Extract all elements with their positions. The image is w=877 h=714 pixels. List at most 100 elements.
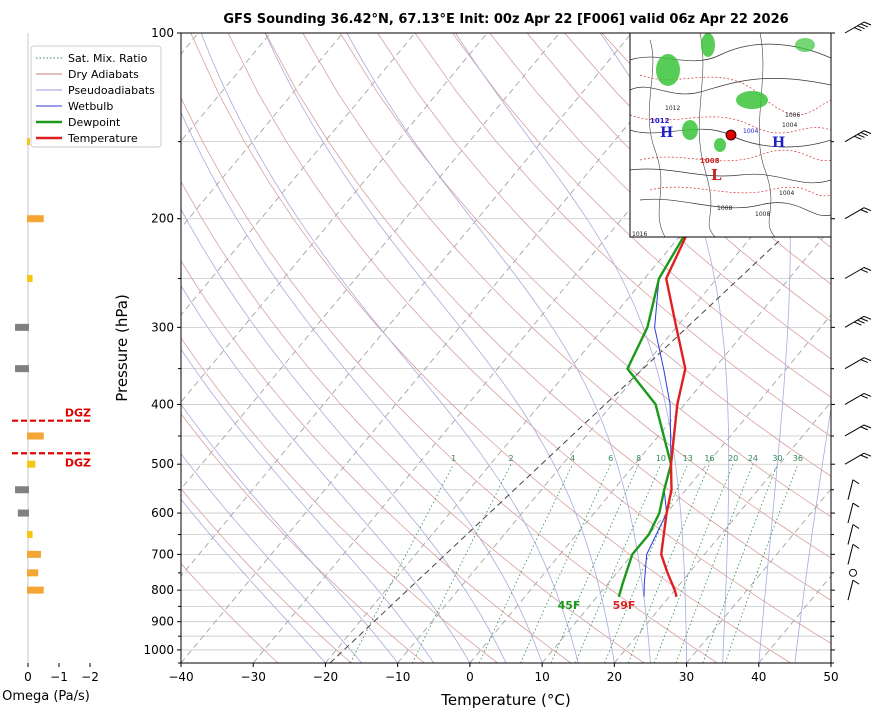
wind-barb-feather: [852, 543, 860, 549]
wind-barb: [847, 524, 860, 545]
mixing-ratio-label: 1: [451, 454, 456, 463]
omega-bar: [27, 215, 44, 223]
dry-adiabats: [181, 33, 831, 663]
wind-barb-feather: [852, 502, 860, 508]
dewpoint-surface-label: 45F: [558, 599, 581, 612]
wind-barb: [844, 21, 872, 34]
isotherm-line: [181, 33, 271, 142]
mixing-ratio-label: 24: [748, 454, 758, 463]
parcel-path-line: [329, 239, 781, 664]
omega-bar: [27, 531, 33, 539]
wind-barb-feather: [857, 133, 865, 138]
pseudoadiabat-line: [794, 405, 831, 663]
wind-barb-feather: [860, 426, 868, 431]
wind-barb-feather: [863, 357, 872, 362]
map-isobar-label: 1004: [743, 128, 758, 135]
legend: Sat. Mix. Ratio Dry Adiabats Pseudoadiabat…: [30, 45, 162, 148]
omega-bar: [27, 550, 41, 558]
wind-barb-feather: [863, 21, 872, 26]
wind-barb-feather: [860, 317, 868, 322]
omega-bar: [27, 460, 36, 468]
temperature-surface-label: 59F: [613, 599, 636, 612]
wind-barb-calm: [849, 568, 857, 577]
isotherm-line: [181, 33, 705, 663]
wind-barb-feather: [852, 524, 860, 529]
legend-label: Wetbulb: [68, 100, 113, 113]
mixing-ratio-label: 13: [683, 454, 693, 463]
wind-barb: [847, 543, 860, 565]
omega-bar: [27, 138, 30, 146]
omega-tick-label: −2: [81, 670, 99, 684]
y-tick-label: 700: [151, 547, 174, 561]
mixing-ratio-line: [675, 464, 754, 663]
wind-barb-shaft: [847, 544, 854, 565]
isotherm-line: [181, 33, 560, 490]
mixing-ratio-label: 30: [772, 454, 782, 463]
wind-barb-feather: [863, 392, 872, 397]
mixing-ratio-label: 20: [728, 454, 738, 463]
wind-barb-feather: [863, 130, 872, 135]
wind-barb-feather: [860, 268, 868, 273]
dry-adiabat-line: [181, 260, 572, 663]
pseudoadiabat-line: [181, 284, 471, 663]
mixing-ratio-line: [550, 464, 640, 663]
omega-bar: [27, 275, 33, 283]
omega-panel: DGZ DGZ: [12, 33, 91, 663]
pseudoadiabat-line: [346, 33, 651, 663]
x-tick-label: −20: [313, 670, 338, 684]
sounding-location-dot: [725, 129, 737, 141]
pseudoadiabat-line: [181, 498, 326, 663]
dry-adiabat-line: [181, 180, 645, 663]
wind-barb-shaft: [847, 580, 854, 601]
dry-adiabat-line: [452, 33, 831, 398]
map-high-label-left: H: [660, 125, 673, 141]
x-tick-label: 40: [751, 670, 766, 684]
pseudoadiabat-line: [181, 453, 362, 663]
dry-adiabat-line: [190, 33, 791, 663]
pseudoadiabat-line: [599, 33, 730, 663]
wind-barb: [844, 207, 872, 220]
wind-barb-feather: [860, 209, 868, 214]
mixing-ratio-label: 4: [570, 454, 575, 463]
wind-barb-feather: [860, 132, 868, 136]
dry-adiabat-line: [414, 33, 831, 437]
x-tick-label: 10: [534, 670, 549, 684]
y-tick-label: 400: [151, 397, 174, 411]
y-tick-label: 800: [151, 583, 174, 597]
wind-barb-feather: [857, 25, 865, 30]
map-isobar-label: 1004: [782, 122, 797, 129]
y-tick-label: 1000: [143, 643, 174, 657]
map-isobar-label: 1016: [632, 231, 647, 238]
wind-barb-feather: [863, 267, 872, 271]
wind-barb-feather: [863, 315, 872, 320]
wind-barb-shaft: [847, 479, 854, 500]
isotherm-line: [181, 33, 416, 316]
wind-barb-feather: [860, 394, 868, 399]
map-isobar-label: 1008: [755, 211, 770, 218]
dry-adiabat-line: [489, 33, 831, 360]
mixing-ratio-label: 8: [636, 454, 641, 463]
wind-barb: [844, 130, 872, 143]
x-tick-label: −40: [168, 670, 193, 684]
dry-adiabat-line: [181, 97, 718, 663]
dry-adiabat-line: [339, 33, 831, 518]
wind-barb: [847, 579, 860, 601]
isotherm-line: [181, 33, 632, 577]
wind-barb-feather: [854, 135, 862, 140]
wind-barbs: [844, 21, 872, 601]
x-tick-label: 50: [823, 670, 838, 684]
map-isobar-label: 1008: [717, 205, 732, 212]
map-high-label-right: H: [772, 135, 785, 151]
mixing-ratio-labels: 1 2 4 6 8 10 13 16 20 24 30 36: [451, 454, 803, 463]
mixing-ratio-line: [520, 464, 612, 663]
map-isobar-label: 1004: [779, 190, 794, 197]
legend-label: Sat. Mix. Ratio: [68, 52, 148, 65]
omega-bar: [15, 365, 29, 373]
omega-bar: [17, 509, 29, 517]
dry-adiabat-line: [377, 33, 831, 477]
mixing-ratio-label: 2: [508, 454, 513, 463]
pseudoadiabat-line: [181, 348, 435, 663]
x-tick-label: 0: [466, 670, 474, 684]
isotherm-line: [181, 33, 344, 229]
